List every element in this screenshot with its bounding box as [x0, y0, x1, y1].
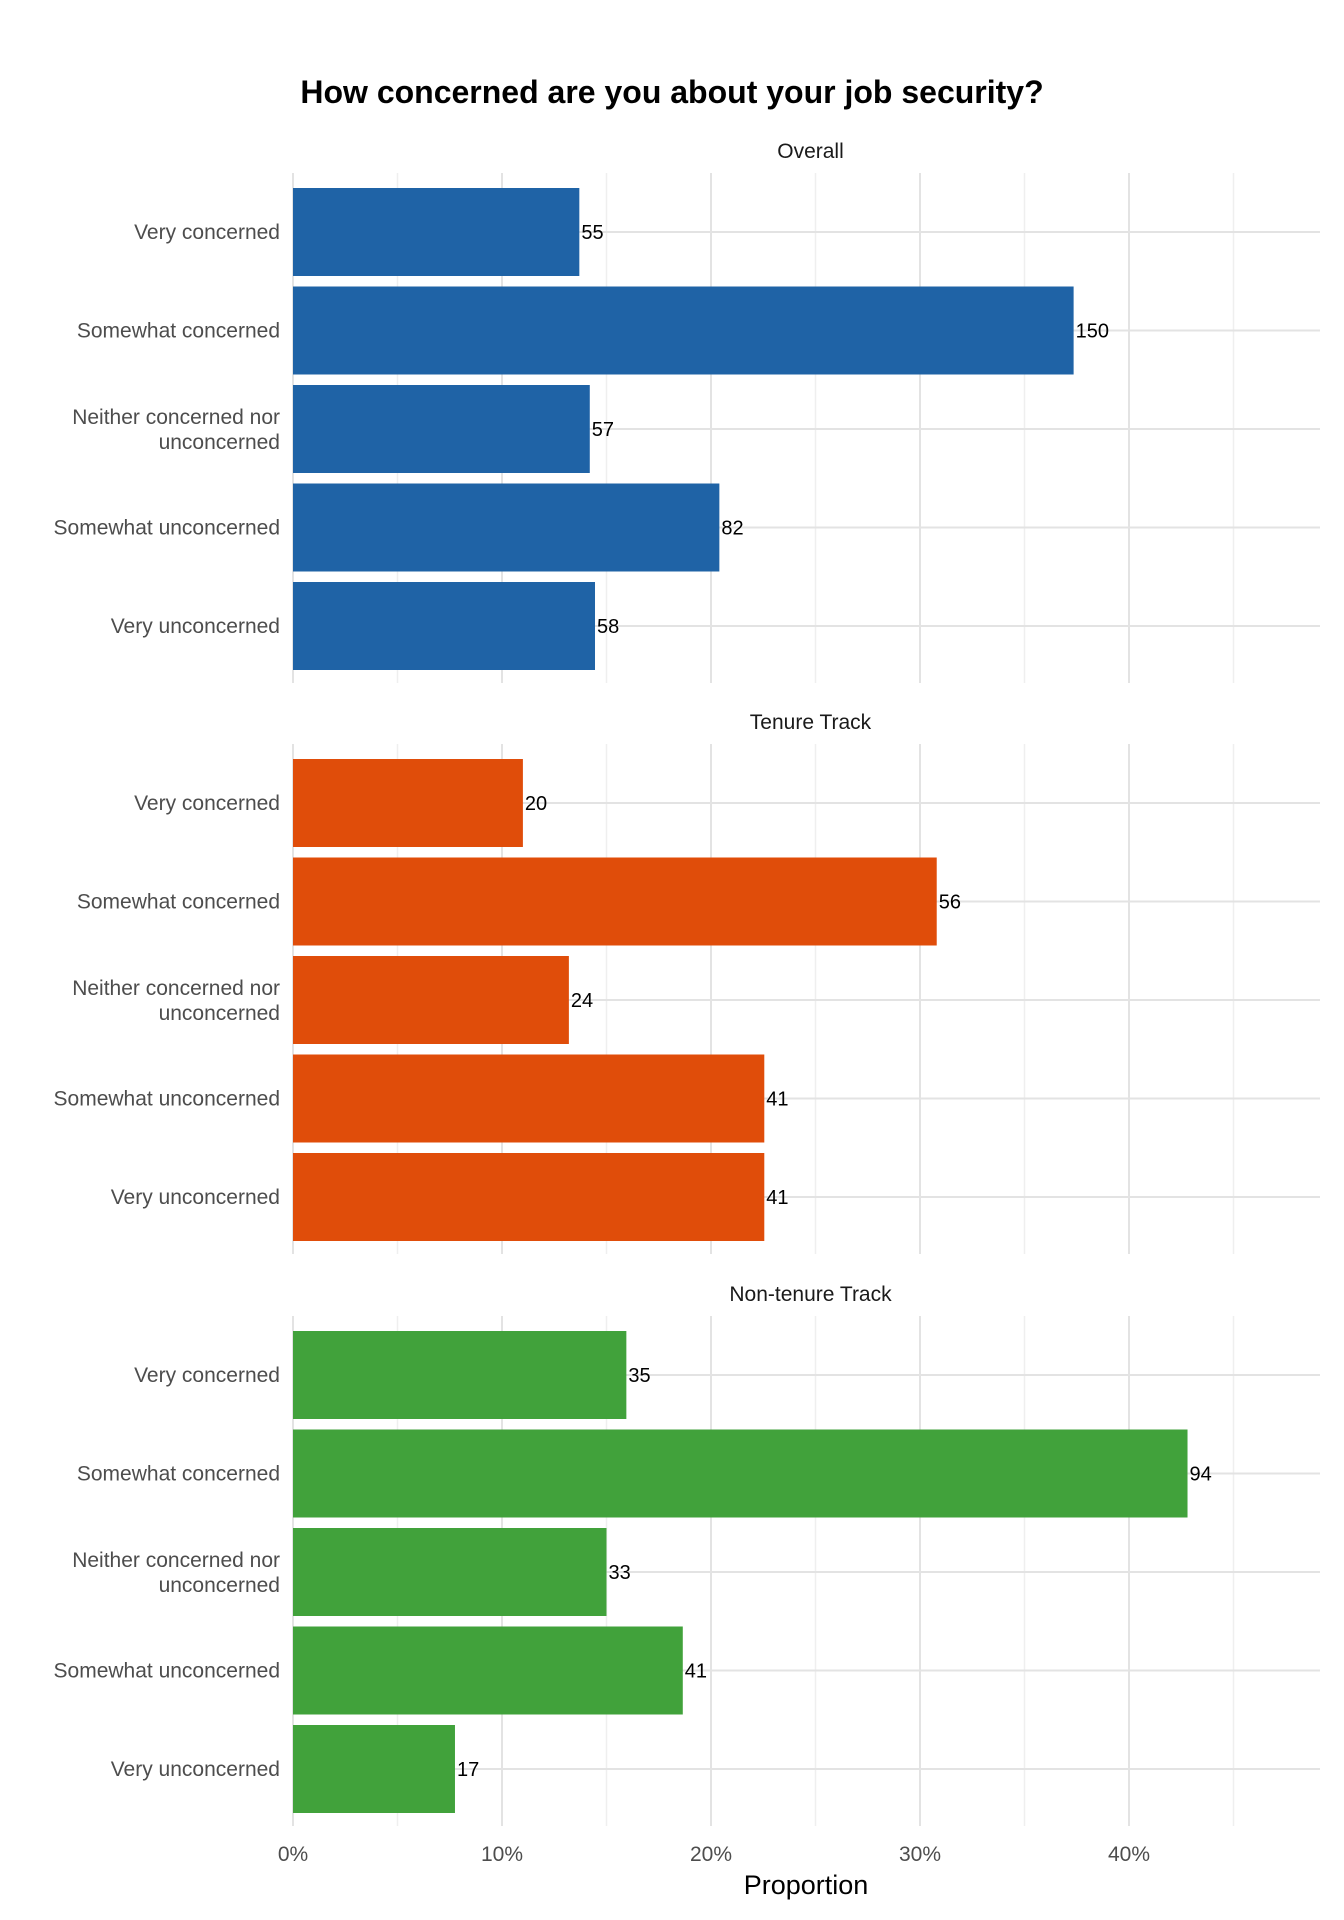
bar [293, 1725, 455, 1813]
data-label: 56 [939, 892, 961, 914]
data-label: 17 [457, 1759, 479, 1781]
data-label: 82 [721, 518, 743, 540]
category-label: Somewhat unconcerned [54, 517, 280, 540]
panel-1: Tenure Track 20 Very concerned 56 Somewhat c… [54, 711, 1320, 1254]
data-label: 41 [766, 1089, 788, 1111]
category-label: Neither concerned nor unconcerned [72, 977, 280, 1025]
category-label-line: Neither concerned nor [72, 406, 280, 429]
x-tick-label: 20% [690, 1843, 732, 1866]
bar [293, 956, 569, 1044]
data-label: 33 [609, 1562, 631, 1584]
data-label: 150 [1076, 321, 1109, 343]
bar [293, 188, 580, 276]
panel-title: Overall [777, 140, 844, 163]
bar [293, 1054, 765, 1143]
bar [293, 1153, 765, 1241]
category-label-line: unconcerned [159, 431, 280, 454]
x-axis: 0% 10% 20% 30% 40% [278, 1843, 1150, 1866]
category-label-line: unconcerned [159, 1002, 280, 1025]
category-label: Very concerned [134, 792, 280, 815]
data-label: 35 [628, 1365, 650, 1387]
category-label: Very concerned [134, 1364, 280, 1387]
chart-title: How concerned are you about your job sec… [300, 74, 1043, 110]
category-label: Somewhat unconcerned [54, 1660, 280, 1683]
bar [293, 385, 590, 473]
bar [293, 483, 720, 572]
bar [293, 1528, 607, 1616]
data-label: 20 [525, 793, 547, 815]
x-tick-label: 40% [1108, 1843, 1150, 1866]
data-label: 41 [766, 1187, 788, 1209]
data-label: 94 [1190, 1464, 1212, 1486]
bar [293, 582, 596, 670]
x-tick-label: 10% [481, 1843, 523, 1866]
category-label: Neither concerned nor unconcerned [72, 406, 280, 454]
category-label: Very concerned [134, 221, 280, 244]
bar [293, 1626, 683, 1715]
data-label: 57 [592, 419, 614, 441]
category-label: Somewhat unconcerned [54, 1088, 280, 1111]
data-label: 41 [685, 1661, 707, 1683]
data-label: 24 [571, 990, 593, 1012]
category-label: Somewhat concerned [77, 320, 280, 343]
panel-2: Non-tenure Track 35 Very concerned 94 Somewh… [54, 1283, 1320, 1826]
category-label: Very unconcerned [111, 1758, 280, 1781]
category-label: Very unconcerned [111, 615, 280, 638]
x-axis-title: Proportion [744, 1870, 869, 1900]
x-tick-label: 30% [899, 1843, 941, 1866]
data-label: 55 [581, 222, 603, 244]
bar [293, 286, 1074, 375]
bar [293, 857, 937, 946]
category-label-line: Neither concerned nor [72, 977, 280, 1000]
category-label-line: unconcerned [159, 1574, 280, 1597]
category-label: Very unconcerned [111, 1186, 280, 1209]
category-label-line: Neither concerned nor [72, 1549, 280, 1572]
data-label: 58 [597, 616, 619, 638]
panel-0: Overall 55 Very concerned 150 Somewhat conce… [54, 140, 1320, 683]
panel-title: Tenure Track [750, 711, 872, 734]
category-label: Somewhat concerned [77, 1463, 280, 1486]
category-label: Somewhat concerned [77, 891, 280, 914]
category-label: Neither concerned nor unconcerned [72, 1549, 280, 1597]
bar [293, 1331, 627, 1419]
bar [293, 1429, 1188, 1518]
bar [293, 759, 523, 847]
chart-panels: Overall 55 Very concerned 150 Somewhat conce… [54, 140, 1320, 1826]
panel-title: Non-tenure Track [729, 1283, 892, 1306]
x-tick-label: 0% [278, 1843, 308, 1866]
